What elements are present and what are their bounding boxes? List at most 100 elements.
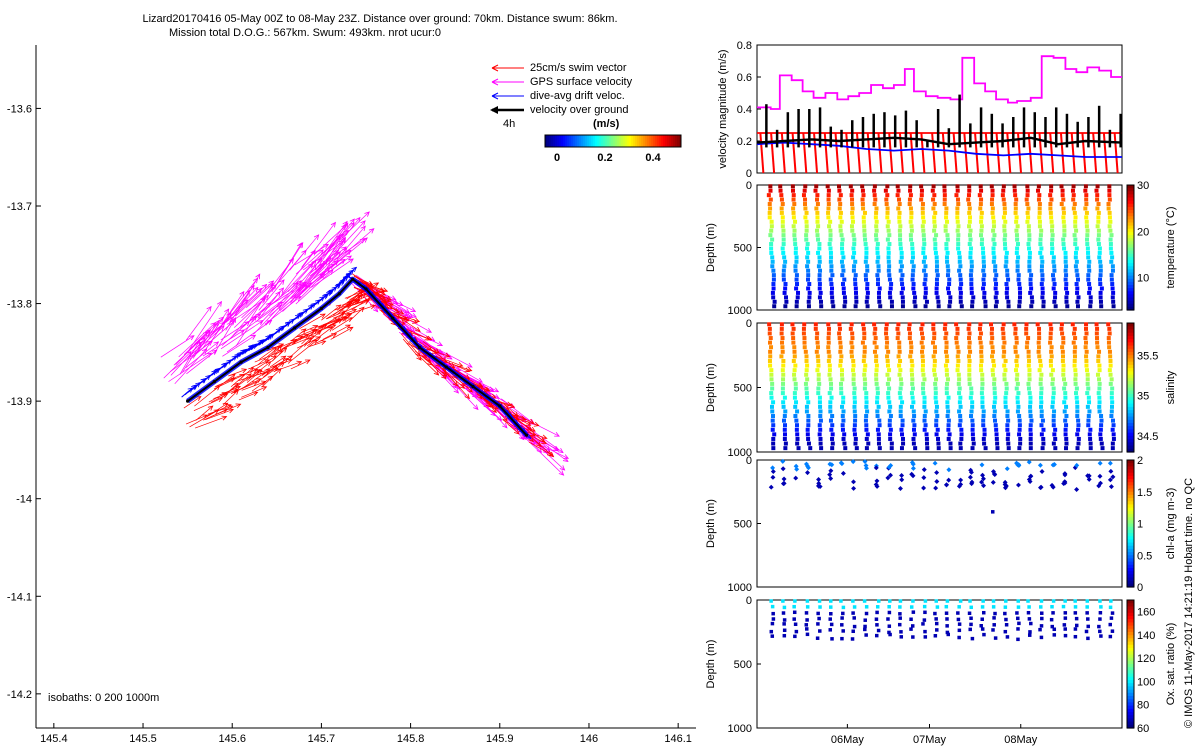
chl-sample: [794, 466, 800, 472]
sal-sample: [967, 340, 972, 345]
swim-vector: [213, 374, 245, 390]
temp-sample: [1027, 246, 1032, 251]
sal-sample: [980, 404, 985, 409]
sal-sample: [826, 340, 831, 345]
temp-sample: [853, 277, 858, 282]
chl-sample: [1016, 462, 1022, 468]
temp-sample: [1107, 215, 1112, 220]
colorbar-cell: [651, 135, 654, 147]
temp-sample: [769, 224, 774, 229]
sal-sample: [1051, 414, 1056, 419]
sal-sample: [1024, 322, 1029, 327]
temp-sample: [781, 228, 786, 233]
sal-sample: [872, 340, 877, 345]
swim-vector: [463, 376, 483, 387]
temp-sample: [1003, 219, 1008, 224]
temp-sample: [888, 286, 893, 291]
swim-vector-head: [412, 318, 418, 324]
oxy-sample: [805, 632, 810, 637]
chl-colorbar-cell: [1127, 533, 1134, 537]
sal-sample: [885, 363, 890, 368]
sal-sample: [1025, 340, 1030, 345]
sal-sample: [992, 391, 997, 396]
gps-vector: [221, 287, 259, 325]
credit-text: © IMOS 11-May-2017 14:21:19 Hobart time.…: [1183, 478, 1195, 728]
temp-sample: [946, 286, 951, 291]
oxy-colorbar-cell: [1127, 664, 1134, 668]
oxy-sample: [876, 628, 881, 633]
temp-sample: [1025, 202, 1030, 207]
temp-sample: [803, 202, 808, 207]
sal-sample: [1063, 418, 1068, 423]
colorbar-cell: [635, 135, 638, 147]
temp-sample: [794, 277, 799, 282]
temp-sample: [895, 184, 900, 189]
temp-sample: [1061, 219, 1066, 224]
gps-vector: [316, 237, 346, 275]
swim-vector: [308, 340, 326, 348]
gps-vector-head: [429, 336, 436, 342]
temp-sample: [1002, 237, 1007, 242]
temp-sample: [921, 233, 926, 238]
sal-sample: [861, 326, 866, 331]
gps-vector: [258, 279, 285, 311]
sal-sample: [864, 391, 869, 396]
colorbar-cell: [571, 135, 574, 147]
sal-sample: [1037, 345, 1042, 350]
sal-sample: [818, 414, 823, 419]
sal-sample: [1048, 331, 1053, 336]
oxy-sample: [982, 632, 986, 637]
temp-sample: [829, 264, 834, 269]
temp-sample: [864, 299, 869, 304]
temp-sample: [922, 282, 927, 287]
sal-sample: [1064, 441, 1069, 446]
temp-sample: [994, 282, 999, 287]
sal-sample: [932, 345, 937, 350]
temp-sample: [921, 259, 926, 264]
oxy-sample: [852, 605, 857, 609]
temp-sample: [981, 277, 986, 282]
sal-sample: [1016, 404, 1021, 409]
oxy-sample: [829, 599, 833, 603]
colorbar-cell: [577, 135, 580, 147]
temp-sample: [1005, 268, 1010, 273]
temp-sample: [907, 202, 912, 207]
sal-sample: [921, 381, 926, 386]
oxy-sample: [909, 605, 914, 609]
sal-sample: [802, 322, 807, 327]
temp-sample: [1074, 259, 1079, 264]
gps-vector: [179, 340, 200, 375]
temp-sample: [899, 290, 904, 295]
oxy-sample: [771, 617, 776, 621]
oxy-sample: [1085, 611, 1089, 615]
chl-sample: [969, 479, 975, 485]
sal-sample: [1013, 326, 1018, 331]
swim-spike: [1059, 132, 1065, 174]
temp-sample: [860, 184, 865, 189]
temp-sample: [806, 273, 811, 278]
temp-sample: [1003, 246, 1008, 251]
sal-sample: [783, 446, 788, 451]
sal-sample: [1039, 432, 1044, 437]
temp-sample: [865, 264, 870, 269]
chl-sample: [874, 478, 880, 484]
chl-colorbar-tick: 0: [1137, 582, 1143, 594]
oxy-sample: [841, 605, 846, 610]
sal-sample: [958, 395, 963, 400]
sal-sample: [908, 340, 913, 345]
sal-sample: [768, 336, 773, 341]
sal-sample: [862, 368, 867, 373]
temp-sample: [1110, 268, 1115, 273]
temp-sample: [779, 197, 784, 202]
temp-sample: [1098, 264, 1103, 269]
sal-sample: [804, 391, 809, 396]
swim-vector: [299, 313, 326, 329]
temp-sample: [1013, 202, 1018, 207]
oxy-sample: [980, 605, 985, 609]
temp-sample: [900, 286, 905, 291]
temp-sample: [1037, 210, 1042, 215]
oxy-sample: [1098, 611, 1103, 615]
oxy-sample: [967, 611, 972, 616]
temp-sample: [897, 210, 902, 215]
oxy-sample: [840, 616, 844, 620]
